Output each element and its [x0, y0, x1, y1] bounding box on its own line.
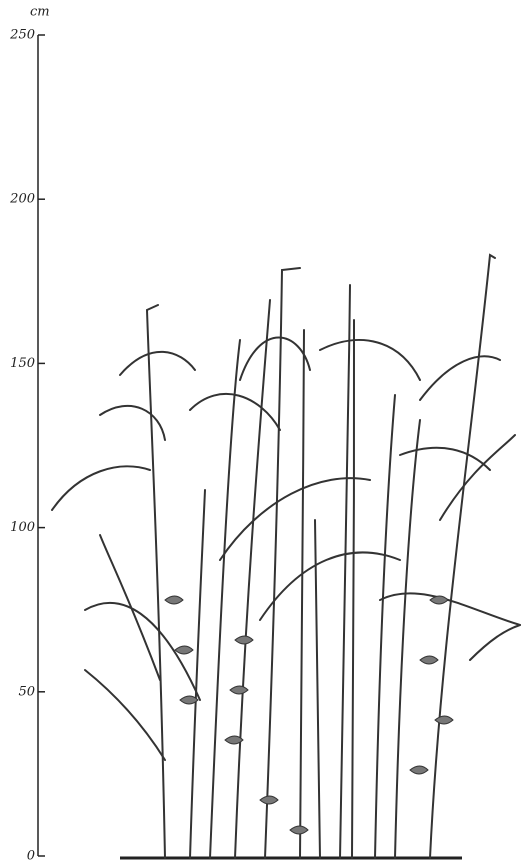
tick-label: 100 [10, 520, 35, 535]
tick-label: 250 [9, 28, 35, 43]
grass-stems [51, 253, 521, 859]
tick-label: 0 [27, 849, 35, 864]
tick-label: 150 [10, 356, 35, 371]
tick-label: 50 [18, 684, 35, 699]
vine-leaves [164, 595, 454, 835]
tick-label: 200 [9, 192, 35, 207]
axis-unit: cm [30, 5, 50, 20]
